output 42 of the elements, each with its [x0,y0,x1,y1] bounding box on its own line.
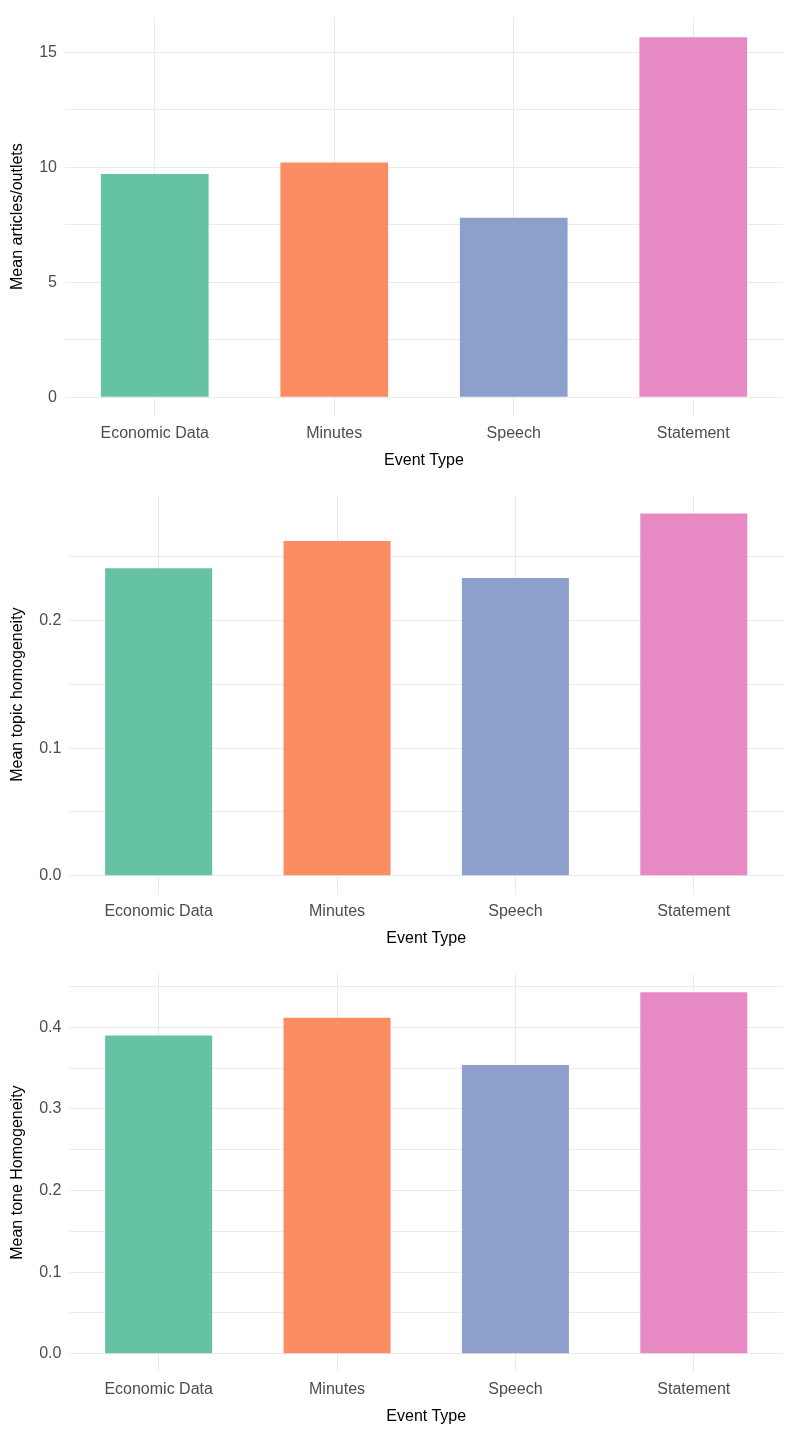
y-tick-label: 0.0 [39,866,62,884]
x-tick-label: Speech [488,901,543,919]
y-tick-label: 0.1 [39,738,62,756]
y-tick-label: 0.1 [39,1262,62,1280]
bar [105,1035,213,1354]
bar [100,174,209,397]
x-axis-title: Event Type [386,1406,467,1424]
y-tick-label: 15 [39,42,58,60]
x-tick-label: Statement [657,1379,731,1397]
x-tick-label: Speech [486,423,541,441]
bar [461,577,569,876]
x-axis-title: Event Type [386,928,467,946]
y-tick-label: 10 [39,157,58,175]
y-tick-label: 0.3 [39,1099,62,1117]
bar [640,992,748,1354]
bar [105,568,213,876]
bar [283,540,391,876]
x-tick-label: Statement [656,423,731,441]
x-tick-label: Economic Data [104,1379,213,1397]
bar [640,513,748,876]
x-axis-title: Event Type [384,450,464,468]
x-tick-label: Speech [488,1379,543,1397]
y-tick-label: 0 [48,387,58,405]
x-tick-label: Minutes [309,1379,366,1397]
y-tick-label: 0.2 [39,611,62,629]
y-axis-title: Mean topic homogeneity [8,607,26,782]
bar [283,1017,391,1354]
y-axis-title: Mean articles/outlets [8,143,26,290]
x-tick-label: Economic Data [104,901,213,919]
x-tick-label: Minutes [309,901,366,919]
x-tick-label: Statement [657,901,731,919]
x-tick-label: Minutes [306,423,363,441]
y-tick-label: 5 [48,272,58,290]
bar [280,162,389,397]
bar [459,217,568,397]
y-tick-label: 0.2 [39,1180,62,1198]
bar [461,1064,569,1354]
y-axis-title: Mean tone Homogeneity [8,1085,26,1260]
y-tick-label: 0.4 [39,1017,62,1035]
y-tick-label: 0.0 [39,1344,62,1362]
x-tick-label: Economic Data [100,423,210,441]
bar [639,37,748,397]
